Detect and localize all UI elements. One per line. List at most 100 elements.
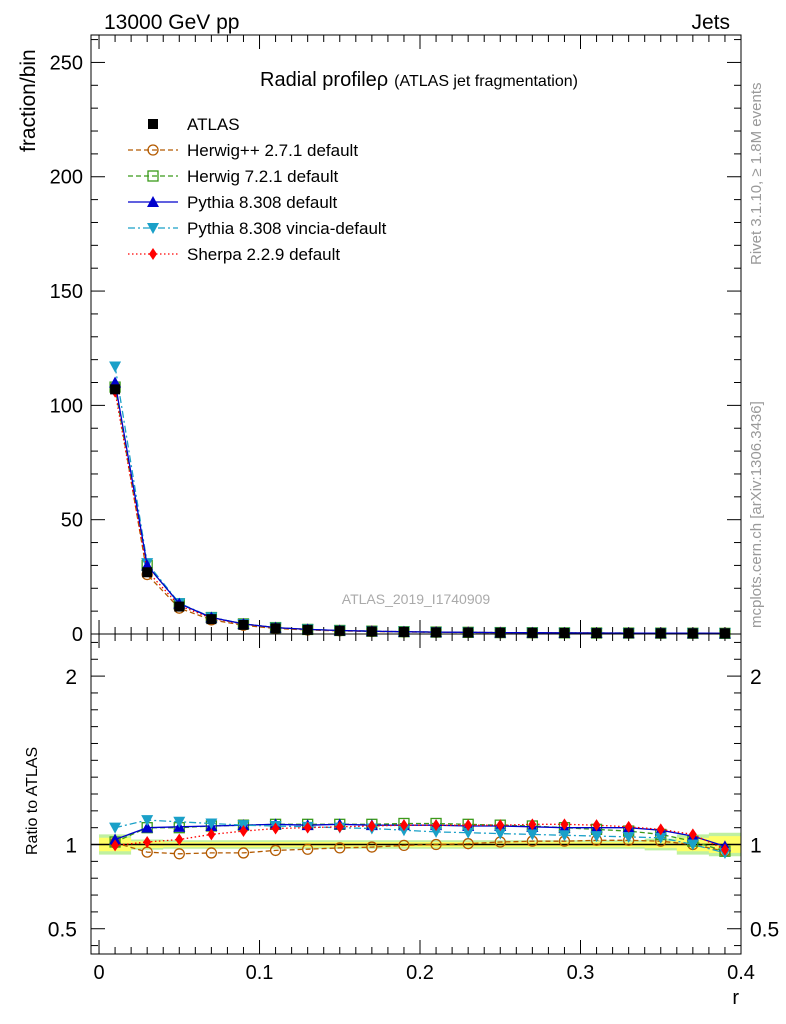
ratio-point-sherpa-2-2-9-default bbox=[303, 821, 312, 834]
data-point-atlas bbox=[431, 627, 442, 638]
xtick-label: 0 bbox=[93, 962, 104, 984]
legend-label: Herwig 7.2.1 default bbox=[187, 167, 338, 186]
data-point-atlas bbox=[719, 628, 730, 639]
data-point-atlas bbox=[302, 624, 313, 635]
ratio-point-pythia-8-308-vincia-default bbox=[430, 826, 443, 838]
data-point-atlas bbox=[238, 619, 249, 630]
rivet-label: Rivet 3.1.10, ≥ 1.8M events bbox=[748, 83, 765, 266]
data-point-atlas bbox=[366, 626, 377, 637]
legend-marker bbox=[148, 119, 158, 129]
legend-entry-sherpa-2-2-9-default: Sherpa 2.2.9 default bbox=[128, 245, 340, 264]
data-point-atlas bbox=[527, 627, 538, 638]
ratio-ytick-label-right: 1 bbox=[750, 835, 762, 858]
data-point-atlas bbox=[270, 623, 281, 634]
main-ytick-label: 150 bbox=[50, 281, 83, 303]
ratio-point-pythia-8-308-vincia-default bbox=[173, 816, 186, 828]
ratio-series-sherpa-2-2-9-default bbox=[111, 818, 729, 856]
chart-title: Radial profileρ (ATLAS jet fragmentation) bbox=[260, 69, 578, 91]
ratio-series-pythia-8-308-vincia-default bbox=[109, 815, 731, 859]
ratio-ytick-label-right: 0.5 bbox=[750, 919, 779, 942]
series-line-pythia-8-308-default bbox=[114, 382, 726, 634]
ratio-panel: 0.5 0.51 12 2 0 0.1 0.2 0.3 0.4 Ratio to ATLAS … bbox=[24, 633, 779, 1009]
ratio-point-pythia-8-308-vincia-default bbox=[686, 839, 699, 851]
ratio-line-pythia-8-308-default bbox=[114, 823, 726, 847]
main-panel: 0 50 100 150 200 250 fraction/bin ATLAS_2019_… bbox=[17, 34, 742, 646]
ratio-point-pythia-8-308-default bbox=[141, 821, 154, 833]
ratio-point-sherpa-2-2-9-default bbox=[656, 823, 665, 836]
xtick-label: 0.4 bbox=[727, 962, 755, 984]
data-point-atlas bbox=[398, 626, 409, 637]
ratio-point-sherpa-2-2-9-default bbox=[528, 818, 537, 831]
data-point-atlas bbox=[174, 601, 185, 612]
watermark: ATLAS_2019_I1740909 bbox=[342, 591, 491, 607]
data-point-atlas bbox=[334, 625, 345, 636]
ratio-point-sherpa-2-2-9-default bbox=[143, 836, 152, 848]
ratio-point-pythia-8-308-vincia-default bbox=[141, 815, 154, 827]
ratio-point-pythia-8-308-vincia-default bbox=[526, 829, 539, 841]
ratio-point-pythia-8-308-vincia-default bbox=[109, 822, 122, 834]
ratio-ytick-label-left: 0.5 bbox=[48, 919, 77, 942]
main-ytick-label: 200 bbox=[50, 167, 83, 189]
data-point-atlas bbox=[495, 627, 506, 638]
ratio-point-sherpa-2-2-9-default bbox=[464, 819, 473, 832]
data-point-atlas bbox=[559, 627, 570, 638]
legend-label: Pythia 8.308 vincia-default bbox=[187, 219, 387, 238]
chart-title-main: Radial profileρ bbox=[260, 69, 388, 91]
main-y-axis-label: fraction/bin bbox=[17, 49, 40, 152]
data-point-atlas bbox=[142, 567, 153, 578]
ratio-point-herwig-2-7-1-default bbox=[334, 842, 346, 854]
ratio-point-herwig-2-7-1-default bbox=[302, 843, 314, 855]
ratio-point-pythia-8-308-vincia-default bbox=[654, 832, 667, 844]
ratio-point-herwig-2-7-1-default bbox=[269, 844, 282, 857]
ratio-point-sherpa-2-2-9-default bbox=[560, 818, 569, 831]
ratio-line-herwig-2-7-1-default bbox=[114, 839, 726, 855]
ratio-point-sherpa-2-2-9-default bbox=[432, 819, 441, 832]
ratio-point-herwig-2-7-1-default bbox=[237, 847, 250, 859]
main-ytick-label: 0 bbox=[72, 624, 83, 646]
ratio-point-sherpa-2-2-9-default bbox=[399, 819, 408, 832]
data-point-atlas bbox=[623, 628, 634, 639]
main-ytick-labels: 0 50 100 150 200 250 bbox=[50, 52, 83, 646]
main-ytick-label: 100 bbox=[50, 395, 83, 417]
ratio-point-sherpa-2-2-9-default bbox=[496, 819, 505, 832]
ratio-point-sherpa-2-2-9-default bbox=[688, 828, 697, 841]
ratio-point-pythia-8-308-vincia-default bbox=[462, 827, 475, 839]
ratio-ytick-label-right: 2 bbox=[750, 666, 762, 689]
ratio-point-sherpa-2-2-9-default bbox=[335, 820, 344, 833]
ratio-point-pythia-8-308-default bbox=[109, 833, 122, 845]
legend-entry-atlas: ATLAS bbox=[148, 115, 240, 134]
ratio-point-pythia-8-308-vincia-default bbox=[622, 831, 635, 843]
ratio-ytick-labels: 0.5 0.5 1 1 2 2 bbox=[48, 666, 779, 942]
xtick-label: 0.3 bbox=[567, 962, 595, 984]
main-ytick-label: 250 bbox=[50, 52, 83, 74]
ratio-point-herwig-2-7-1-default bbox=[205, 847, 218, 859]
data-point-atlas bbox=[687, 628, 698, 639]
header-right: Jets bbox=[691, 11, 730, 34]
legend: ATLAS Herwig++ 2.7.1 default Herwig 7.2.1 … bbox=[128, 115, 387, 264]
ratio-series bbox=[109, 815, 731, 860]
legend-label: ATLAS bbox=[187, 115, 240, 134]
ratio-ytick-label-left: 1 bbox=[65, 835, 77, 858]
ratio-ytick-label-left: 2 bbox=[65, 666, 77, 689]
ratio-point-sherpa-2-2-9-default bbox=[720, 843, 729, 856]
series-atlas bbox=[110, 384, 730, 639]
legend-entry-pythia-8-308-default: Pythia 8.308 default bbox=[128, 193, 338, 212]
main-series bbox=[109, 361, 731, 640]
ratio-point-herwig-2-7-1-default bbox=[366, 841, 378, 853]
ratio-y-axis-label: Ratio to ATLAS bbox=[24, 747, 41, 855]
ratio-band bbox=[91, 832, 741, 857]
xtick-label: 0.2 bbox=[406, 962, 434, 984]
legend-marker bbox=[147, 196, 159, 207]
ratio-point-sherpa-2-2-9-default bbox=[367, 820, 376, 832]
data-point-atlas bbox=[591, 628, 602, 639]
legend-label: Pythia 8.308 default bbox=[187, 193, 338, 212]
data-point-atlas bbox=[655, 628, 666, 639]
data-point-pythia-8-308-vincia-default bbox=[109, 361, 122, 373]
ratio-point-sherpa-2-2-9-default bbox=[239, 825, 248, 838]
ratio-point-sherpa-2-2-9-default bbox=[207, 828, 216, 841]
legend-entry-herwig-7-2-1-default: Herwig 7.2.1 default bbox=[128, 167, 338, 186]
ratio-point-herwig-2-7-1-default bbox=[430, 838, 442, 851]
ratio-point-pythia-8-308-vincia-default bbox=[590, 831, 603, 843]
ratio-point-herwig-2-7-1-default bbox=[398, 839, 410, 852]
